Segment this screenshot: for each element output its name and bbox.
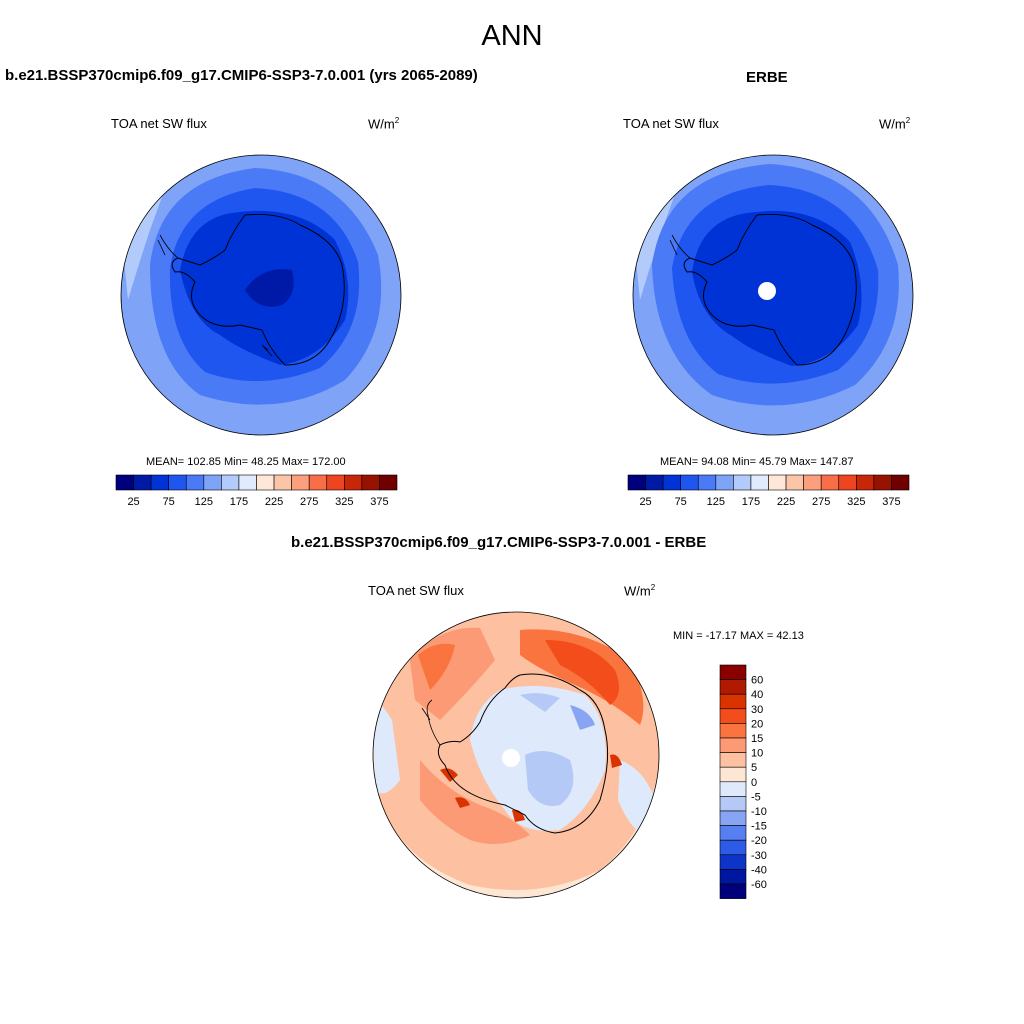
obs-colorbar-label: 125 [707, 496, 725, 508]
diff-colorbar-label: 0 [751, 777, 757, 789]
diff-colorbar-label: -20 [751, 835, 767, 847]
diff-colorbar-label: -10 [751, 806, 767, 818]
diff-stats: MIN = -17.17 MAX = 42.13 [673, 630, 804, 642]
diff-colorbar-label: -30 [751, 850, 767, 862]
diff-colorbar-label: 30 [751, 704, 763, 716]
diff-colorbar-box [719, 693, 747, 710]
diff-colorbar-box [719, 723, 747, 739]
page-title: ANN [481, 20, 543, 52]
diff-colorbar-box [719, 766, 747, 783]
diff-colorbar-box [719, 796, 747, 812]
diff-colorbar-box [719, 869, 747, 885]
model-colorbar-label: 275 [300, 496, 318, 508]
diff-colorbar-box [719, 825, 747, 841]
model-colorbar-label: 325 [335, 496, 353, 508]
model-variable-label: TOA net SW flux [111, 116, 207, 131]
diff-colorbar-box [719, 708, 747, 724]
model-colorbar-label: 25 [127, 496, 139, 508]
diff-colorbar-label: 20 [751, 718, 763, 730]
diff-colorbar-label: 60 [751, 675, 763, 687]
obs-colorbar-label: 275 [812, 496, 830, 508]
obs-colorbar-label: 175 [742, 496, 760, 508]
diff-colorbar-box [719, 883, 747, 899]
model-colorbar-label: 225 [265, 496, 283, 508]
obs-colorbar-label: 25 [639, 496, 651, 508]
obs-variable-label: TOA net SW flux [623, 116, 719, 131]
model-units-label: W/m2 [368, 116, 400, 132]
diff-colorbar-label: 15 [751, 733, 763, 745]
obs-colorbar-label: 75 [675, 496, 687, 508]
obs-units-label: W/m2 [879, 116, 911, 132]
diff-panel-title: b.e21.BSSP370cmip6.f09_g17.CMIP6-SSP3-7.… [291, 534, 707, 551]
diff-colorbar-box [719, 752, 747, 768]
diff-colorbar-box [719, 854, 747, 870]
obs-colorbar-box [891, 474, 910, 491]
diff-colorbar-label: 40 [751, 689, 763, 701]
obs-colorbar-label: 375 [882, 496, 900, 508]
diff-colorbar-label: -15 [751, 821, 767, 833]
diff-colorbar-label: 5 [751, 762, 757, 774]
diff-colorbar-label: -60 [751, 879, 767, 891]
diff-colorbar-box [719, 679, 747, 695]
obs-colorbar-label: 325 [847, 496, 865, 508]
obs-panel-title: ERBE [746, 69, 788, 86]
diff-colorbar-box [719, 664, 747, 680]
diff-colorbar-box [719, 737, 747, 753]
diff-variable-label: TOA net SW flux [368, 583, 464, 598]
model-colorbar-label: 125 [195, 496, 213, 508]
diff-colorbar-label: 10 [751, 748, 763, 760]
obs-colorbar-label: 225 [777, 496, 795, 508]
model-colorbar-label: 75 [163, 496, 175, 508]
obs-stats: MEAN= 94.08 Min= 45.79 Max= 147.87 [660, 456, 854, 468]
diff-colorbar-box [719, 781, 747, 797]
diff-colorbar-box [719, 839, 747, 856]
diff-colorbar-box [719, 810, 747, 826]
model-panel-title: b.e21.BSSP370cmip6.f09_g17.CMIP6-SSP3-7.… [5, 67, 478, 84]
model-colorbar-label: 175 [230, 496, 248, 508]
model-stats: MEAN= 102.85 Min= 48.25 Max= 172.00 [146, 456, 346, 468]
diff-units-label: W/m2 [624, 583, 656, 599]
diff-colorbar-label: -40 [751, 864, 767, 876]
model-colorbar-label: 375 [370, 496, 388, 508]
diff-colorbar-label: -5 [751, 791, 761, 803]
model-colorbar-box [379, 474, 398, 491]
